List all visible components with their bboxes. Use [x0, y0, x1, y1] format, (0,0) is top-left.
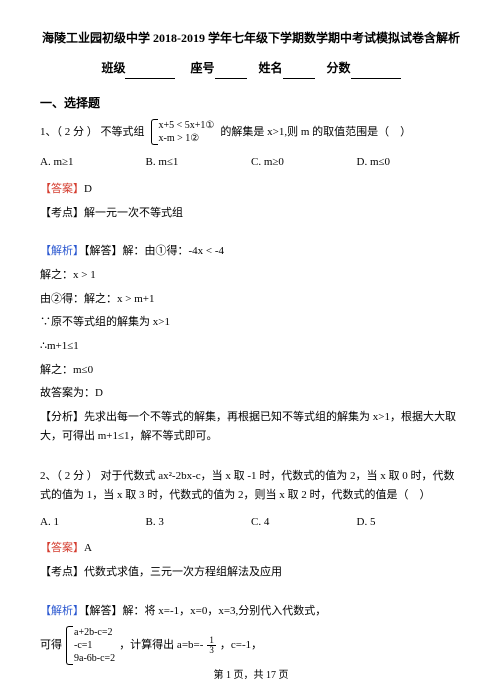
name-blank [283, 65, 315, 79]
kaodian-label: 【考点】 [40, 207, 84, 219]
q1-step2: 解之：x > 1 [40, 266, 462, 285]
q1-sys-line2: x-m > 1② [159, 132, 215, 145]
q2-fraction: 1 3 [207, 636, 216, 655]
q2-options: A. 1 B. 3 C. 4 D. 5 [40, 513, 462, 532]
q2-answer: A [84, 542, 92, 554]
q2-stem: 2、（ 2 分 ） 对于代数式 ax²-2bx-c，当 x 取 -1 时，代数式… [40, 467, 462, 504]
class-blank [125, 65, 175, 79]
jieda-label: 【解答】 [84, 605, 123, 617]
q1-kaodian-line: 【考点】解一元一次不等式组 [40, 204, 462, 223]
q2-after: ，计算得出 a=b=- [119, 636, 203, 655]
section-1-heading: 一、选择题 [40, 93, 462, 113]
score-label: 分数 [327, 61, 351, 75]
q1-answer-line: 【答案】D [40, 180, 462, 199]
q2-sys-l1: a+2b-c=2 [74, 626, 115, 639]
q1-step5: ∴m+1≤1 [40, 337, 462, 356]
q1-fenxi-line: 【分析】先求出每一个不等式的解集，再根据已知不等式组的解集为 x>1，根据大大取… [40, 408, 462, 445]
q1-step7: 故答案为：D [40, 384, 462, 403]
q1-stem: 1、（ 2 分 ） 不等式组 x+5 < 5x+1① x-m > 1② 的解集是… [40, 119, 462, 145]
q1-prefix: 1、（ 2 分 ） 不等式组 [40, 123, 145, 142]
q1-option-b: B. m≤1 [146, 153, 252, 172]
q1-option-d: D. m≤0 [357, 153, 463, 172]
q2-system-line: 可得 a+2b-c=2 -c=1 9a-6b-c=2 ，计算得出 a=b=- 1… [40, 626, 462, 665]
q2-jiexi-line: 【解析】【解答】解：将 x=-1，x=0，x=3,分别代入代数式， [40, 602, 462, 621]
q2-option-b: B. 3 [146, 513, 252, 532]
q1-kaodian: 解一元一次不等式组 [84, 207, 183, 219]
doc-title: 海陵工业园初级中学 2018-2019 学年七年级下学期数学期中考试模拟试卷含解… [40, 28, 462, 48]
q2-kaodian: 代数式求值，三元一次方程组解法及应用 [84, 566, 282, 578]
q2-tail: ，c=-1， [220, 636, 262, 655]
q1-system: x+5 < 5x+1① x-m > 1② [151, 119, 215, 145]
q1-step1: 解：由①得：-4x < -4 [123, 245, 225, 257]
q2-kaodian-line: 【考点】代数式求值，三元一次方程组解法及应用 [40, 563, 462, 582]
q2-answer-line: 【答案】A [40, 539, 462, 558]
jieda-label: 【解答】 [84, 245, 123, 257]
seat-label: 座号 [190, 61, 214, 75]
q1-step3: 由②得：解之：x > m+1 [40, 290, 462, 309]
q2-kede: 可得 [40, 636, 62, 655]
answer-label: 【答案】 [40, 542, 84, 554]
q1-options: A. m≥1 B. m≤1 C. m≥0 D. m≤0 [40, 153, 462, 172]
score-blank [351, 65, 401, 79]
q1-fenxi: 先求出每一个不等式的解集，再根据已知不等式组的解集为 x>1，根据大大取大，可得… [40, 411, 456, 442]
q1-option-c: C. m≥0 [251, 153, 357, 172]
fenxi-label: 【分析】 [40, 411, 84, 423]
q2-step1: 解：将 x=-1，x=0，x=3,分别代入代数式， [123, 605, 327, 617]
q1-jiexi-line: 【解析】【解答】解：由①得：-4x < -4 [40, 242, 462, 261]
student-info-row: 班级 座号 姓名 分数 [40, 58, 462, 78]
page-footer: 第 1 页，共 17 页 [0, 667, 502, 684]
q2-sys-l3: 9a-6b-c=2 [74, 652, 115, 665]
jiexi-label: 【解析】 [40, 245, 84, 257]
answer-label: 【答案】 [40, 183, 84, 195]
jiexi-label: 【解析】 [40, 605, 84, 617]
q1-option-a: A. m≥1 [40, 153, 146, 172]
q1-step6: 解之：m≤0 [40, 361, 462, 380]
q1-tail: 的解集是 x>1,则 m 的取值范围是（ ） [220, 123, 411, 142]
q2-option-c: C. 4 [251, 513, 357, 532]
q2-option-a: A. 1 [40, 513, 146, 532]
q1-step4: ∵原不等式组的解集为 x>1 [40, 313, 462, 332]
q2-sys-l2: -c=1 [74, 639, 115, 652]
q2-option-d: D. 5 [357, 513, 463, 532]
q2-frac-den: 3 [207, 646, 216, 655]
seat-blank [215, 65, 247, 79]
kaodian-label: 【考点】 [40, 566, 84, 578]
q1-sys-line1: x+5 < 5x+1① [159, 119, 215, 132]
class-label: 班级 [101, 61, 125, 75]
q1-answer: D [84, 183, 92, 195]
name-label: 姓名 [259, 61, 283, 75]
q2-system: a+2b-c=2 -c=1 9a-6b-c=2 [66, 626, 115, 665]
